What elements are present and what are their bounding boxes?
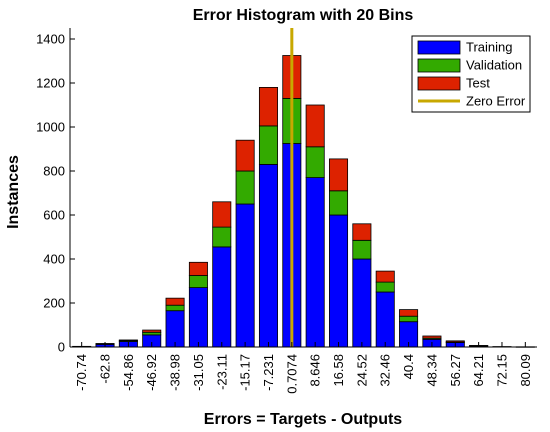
x-tick-label-9: 0.7074 bbox=[284, 354, 299, 394]
y-tick-label-6: 1200 bbox=[36, 76, 65, 91]
x-axis-label: Errors = Targets - Outputs bbox=[204, 411, 403, 428]
bar-test-14 bbox=[399, 309, 419, 317]
y-tick-label-4: 800 bbox=[43, 164, 65, 179]
bar-training-13 bbox=[375, 291, 395, 348]
legend-label-training: Training bbox=[466, 40, 512, 55]
y-tick-label-1: 200 bbox=[43, 296, 65, 311]
bar-validation-11 bbox=[329, 190, 349, 216]
bar-test-12 bbox=[352, 223, 372, 241]
legend-label-test: Test bbox=[466, 76, 490, 91]
x-tick-label-18: 72.15 bbox=[494, 354, 509, 387]
bar-validation-8 bbox=[258, 125, 278, 165]
bar-test-5 bbox=[188, 261, 208, 276]
x-tick-label-17: 64.21 bbox=[471, 354, 486, 387]
x-tick-label-7: -15.17 bbox=[238, 354, 253, 391]
bar-validation-12 bbox=[352, 239, 372, 260]
bar-test-16 bbox=[445, 340, 465, 343]
x-tick-label-10: 8.646 bbox=[308, 354, 323, 387]
bar-training-11 bbox=[329, 214, 349, 348]
x-tick-label-2: -54.86 bbox=[121, 354, 136, 391]
bar-test-11 bbox=[329, 158, 349, 192]
legend: Training Validation Test Zero Error bbox=[411, 35, 531, 113]
bar-test-10 bbox=[305, 104, 325, 148]
bar-validation-7 bbox=[235, 170, 255, 205]
x-tick-label-5: -31.05 bbox=[191, 354, 206, 391]
x-tick-label-0: -70.74 bbox=[74, 354, 89, 391]
bar-test-6 bbox=[212, 201, 232, 228]
x-tick-label-6: -23.11 bbox=[214, 354, 229, 390]
bar-training-12 bbox=[352, 258, 372, 348]
bar-training-5 bbox=[188, 287, 208, 348]
y-axis-label: Instances bbox=[5, 155, 22, 229]
x-tick-label-13: 32.46 bbox=[378, 354, 393, 387]
legend-swatch-training bbox=[417, 40, 461, 55]
chart-title: Error Histogram with 20 Bins bbox=[193, 7, 414, 24]
y-tick-label-3: 600 bbox=[43, 208, 65, 223]
x-tick-label-14: 40.4 bbox=[401, 354, 416, 379]
bar-test-3 bbox=[142, 329, 162, 333]
x-tick-label-16: 56.27 bbox=[448, 354, 463, 387]
legend-swatch-validation bbox=[417, 58, 461, 73]
bar-training-6 bbox=[212, 246, 232, 348]
bar-training-7 bbox=[235, 203, 255, 348]
y-tick-label-7: 1400 bbox=[36, 32, 65, 47]
bar-training-10 bbox=[305, 177, 325, 348]
x-tick-label-1: -62.8 bbox=[98, 354, 113, 384]
bar-test-13 bbox=[375, 270, 395, 283]
x-tick-label-4: -38.98 bbox=[168, 354, 183, 391]
legend-label-validation: Validation bbox=[466, 58, 522, 73]
x-tick-label-11: 16.58 bbox=[331, 354, 346, 387]
x-tick-label-15: 48.34 bbox=[424, 354, 439, 387]
bar-validation-4 bbox=[165, 304, 185, 312]
bar-test-4 bbox=[165, 297, 185, 306]
y-tick-label-0: 0 bbox=[58, 340, 65, 355]
bar-validation-6 bbox=[212, 226, 232, 248]
bar-test-15 bbox=[422, 335, 442, 339]
x-tick-label-3: -46.92 bbox=[144, 354, 159, 391]
bar-test-7 bbox=[235, 139, 255, 172]
y-tick-label-2: 400 bbox=[43, 252, 65, 267]
legend-swatch-test bbox=[417, 76, 461, 91]
y-tick-label-5: 1000 bbox=[36, 120, 65, 135]
axes-group: 0 200 400 600 800 1000 1200 1400 -70.74 -62.8 -54.… bbox=[36, 28, 537, 394]
bar-test-8 bbox=[258, 87, 278, 127]
x-tick-label-19: 80.09 bbox=[518, 354, 533, 387]
x-tick-label-12: 24.52 bbox=[354, 354, 369, 387]
bar-training-4 bbox=[165, 310, 185, 348]
bar-validation-5 bbox=[188, 275, 208, 289]
x-tick-label-8: -7.231 bbox=[261, 354, 276, 391]
bar-training-8 bbox=[258, 163, 278, 348]
legend-label-zero-error: Zero Error bbox=[466, 94, 526, 109]
bar-validation-13 bbox=[375, 281, 395, 293]
bar-validation-10 bbox=[305, 146, 325, 179]
bar-test-2 bbox=[118, 339, 138, 342]
bar-validation-14 bbox=[399, 315, 419, 323]
